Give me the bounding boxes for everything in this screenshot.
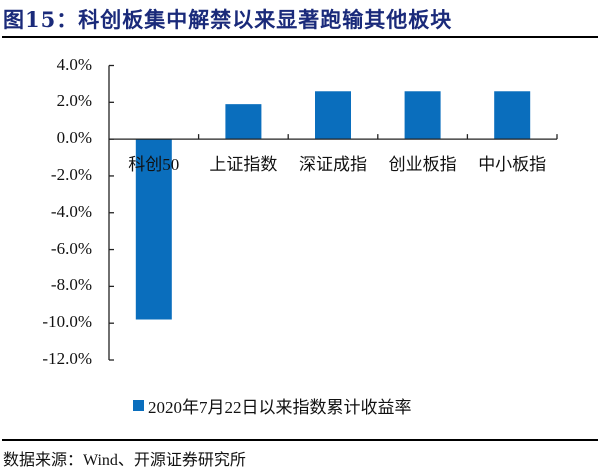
bar (135, 139, 172, 320)
bar (315, 91, 351, 140)
data-source-note: 数据来源：Wind、开源证券研究所 (3, 452, 246, 469)
y-tick-label: 0.0% (56, 128, 92, 148)
chart-legend: 2020年7月22日以来指数累计收益率 (133, 393, 412, 418)
x-category-label: 科创50 (128, 155, 180, 175)
x-category-label: 深证成指 (299, 155, 367, 175)
y-tick-label: -4.0% (50, 201, 92, 221)
figure-title: 图15：科创板集中解禁以来显著跑输其他板块 (3, 7, 453, 32)
bar (494, 91, 531, 140)
y-tick-label: -10.0% (42, 312, 92, 332)
bar (404, 91, 441, 140)
bar (225, 104, 262, 140)
y-tick-label: -6.0% (50, 238, 92, 258)
y-tick-label: -12.0% (42, 349, 92, 368)
bottom-rule (2, 439, 598, 441)
y-tick-label: 4.0% (56, 54, 92, 74)
legend-label: 2020年7月22日以来指数累计收益率 (148, 398, 412, 417)
x-category-label: 中小板指 (478, 155, 547, 175)
y-tick-label: -2.0% (50, 164, 92, 184)
x-category-label: 创业板指 (388, 155, 457, 175)
y-tick-label: 2.0% (56, 91, 92, 111)
y-tick-label: -8.0% (50, 275, 92, 295)
x-category-label: 上证指数 (209, 155, 278, 175)
legend-swatch (133, 400, 144, 411)
top-rule (2, 36, 598, 38)
